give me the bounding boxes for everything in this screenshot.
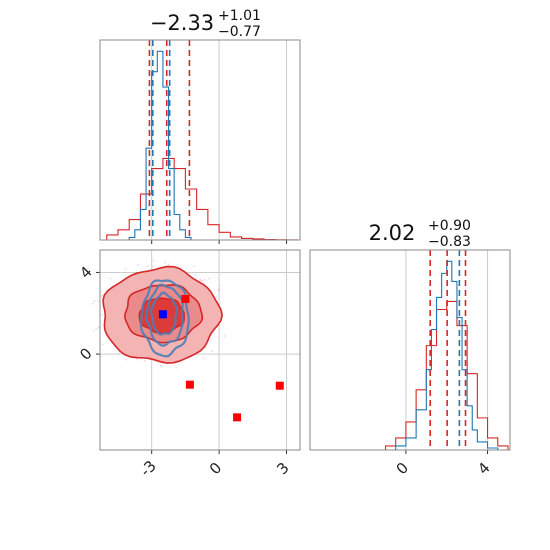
bottom-right-frame bbox=[309, 249, 511, 451]
bottom-left-sample-dot-21 bbox=[218, 288, 221, 291]
bottom-left-frame bbox=[99, 249, 301, 451]
bottom-left-sample-dot-5 bbox=[146, 265, 149, 268]
bottom-left-sample-dot-36 bbox=[151, 265, 154, 268]
bottom-left-sample-dot-53 bbox=[144, 359, 147, 362]
bottom-left-blue-contour-0 bbox=[139, 279, 190, 358]
bottom-left-sample-dot-115 bbox=[215, 296, 218, 299]
bottom-right-title-plus: +0.90 bbox=[428, 218, 471, 234]
bottom-right-hist-series-1 bbox=[395, 260, 499, 450]
bottom-left-sample-dot-137 bbox=[199, 279, 202, 282]
bottom-left-sample-dot-58 bbox=[97, 326, 100, 329]
bottom-left-blue-contour-2 bbox=[149, 291, 178, 336]
bottom-left-sample-dot-19 bbox=[194, 273, 197, 276]
bottom-left-xtick-label-1: 0 bbox=[206, 459, 225, 478]
bottom-left-marker-point-3 bbox=[275, 381, 284, 390]
bottom-left-sample-dot-87 bbox=[175, 366, 178, 369]
top-left-hist-series-1 bbox=[128, 50, 192, 240]
bottom-left-marker-point-0 bbox=[181, 294, 190, 303]
bottom-left-sample-dot-37 bbox=[202, 357, 205, 360]
bottom-left-sample-dot-84 bbox=[93, 300, 96, 302]
bottom-left-sample-dot-16 bbox=[192, 265, 195, 268]
bottom-left-xtick-label-0: -3 bbox=[136, 457, 159, 480]
bottom-right-xtick-label-1: 4 bbox=[474, 459, 493, 478]
bottom-left-sample-dot-79 bbox=[95, 327, 98, 330]
bottom-left-sample-dot-55 bbox=[167, 263, 170, 266]
bottom-left-sample-dot-54 bbox=[125, 358, 127, 361]
histogram-param2-panel: 0 4 2.02 +0.90−0.83 bbox=[309, 218, 511, 478]
bottom-left-sample-dot-22 bbox=[164, 261, 167, 264]
bottom-left-xtick-label-2: 3 bbox=[273, 459, 292, 478]
bottom-left-sample-dot-71 bbox=[124, 268, 127, 270]
top-left-title-minus: −0.77 bbox=[218, 24, 261, 40]
bottom-left-marker-point-1 bbox=[185, 380, 194, 389]
bottom-left-sample-dot-11 bbox=[223, 335, 226, 337]
bottom-left-sample-dot-47 bbox=[218, 284, 221, 287]
bottom-left-sample-dot-127 bbox=[109, 277, 112, 280]
bottom-left-marker-point-4 bbox=[158, 310, 167, 319]
bottom-left-blue-contour-1 bbox=[145, 283, 184, 347]
bottom-right-title-value: 2.02 bbox=[369, 221, 416, 245]
bottom-left-sample-dot-86 bbox=[101, 313, 104, 316]
top-left-frame bbox=[99, 39, 301, 241]
bottom-right-title-minus: −0.83 bbox=[428, 234, 471, 250]
bottom-left-sample-dot-120 bbox=[201, 279, 204, 282]
bottom-left-sample-dot-126 bbox=[211, 350, 214, 352]
bottom-left-sample-dot-38 bbox=[217, 337, 220, 340]
bottom-right-xtick-label-0: 0 bbox=[393, 459, 412, 478]
bottom-left-sample-dot-44 bbox=[152, 259, 155, 262]
bottom-left-sample-dot-131 bbox=[101, 343, 104, 346]
contour-scatter-panel: -3 0 3 0 4 bbox=[76, 249, 301, 480]
bottom-left-ytick-label-0: 0 bbox=[76, 344, 95, 363]
bottom-left-marker-point-2 bbox=[233, 413, 242, 422]
bottom-left-ytick-label-1: 4 bbox=[76, 263, 95, 282]
bottom-left-sample-dot-74 bbox=[217, 289, 220, 292]
top-left-hist-series-0 bbox=[106, 157, 299, 241]
bottom-left-sample-dot-106 bbox=[137, 263, 139, 266]
bottom-left-sample-dot-88 bbox=[93, 330, 95, 332]
bottom-left-sample-dot-48 bbox=[97, 300, 99, 302]
bottom-left-sample-dot-89 bbox=[117, 352, 120, 355]
bottom-left-sample-dot-3 bbox=[217, 289, 220, 292]
bottom-left-sample-dot-97 bbox=[91, 302, 94, 305]
histogram-param1-panel: −2.33 +1.01−0.77 bbox=[99, 8, 301, 244]
bottom-left-sample-dot-81 bbox=[207, 277, 210, 280]
top-left-title-plus: +1.01 bbox=[218, 8, 261, 24]
bottom-left-sample-dot-130 bbox=[199, 278, 202, 281]
bottom-left-sample-dot-32 bbox=[100, 295, 103, 297]
bottom-left-sample-dot-50 bbox=[203, 278, 206, 281]
bottom-left-sample-dot-43 bbox=[136, 358, 139, 361]
bottom-left-sample-dot-93 bbox=[160, 364, 162, 367]
top-left-title-value: −2.33 bbox=[150, 11, 214, 35]
